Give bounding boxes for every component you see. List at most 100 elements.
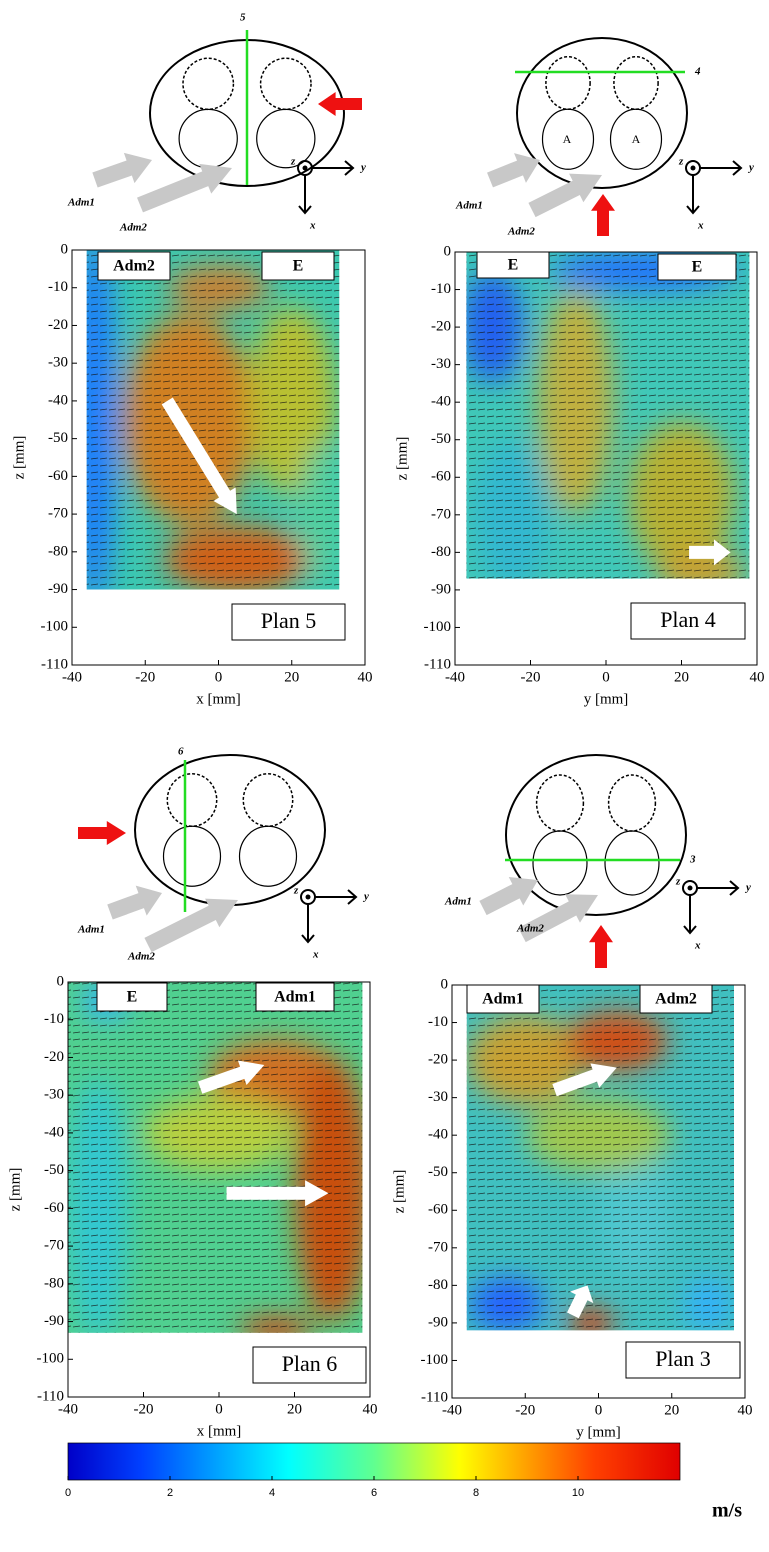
valve-label: A	[563, 132, 572, 146]
y-tick-label: -40	[431, 394, 451, 410]
y-tick-label: -80	[431, 544, 451, 560]
y-tick-label: -90	[428, 1314, 448, 1330]
y-tick-label: -40	[428, 1127, 448, 1143]
y-tick-label: -100	[37, 1351, 65, 1367]
x-tick-label: -40	[442, 1402, 462, 1418]
colorbar	[67, 1442, 681, 1481]
label-box	[261, 251, 335, 281]
intake-arrow	[137, 163, 232, 213]
y-tick-label: -110	[37, 1388, 64, 1404]
engine-section	[134, 754, 326, 906]
y-axis-label: z [mm]	[391, 1170, 407, 1214]
field-label: E	[508, 257, 519, 274]
field-label: Adm2	[113, 258, 155, 275]
y-tick-label: -90	[44, 1313, 64, 1329]
axis-y-label: y	[747, 162, 754, 174]
y-tick-label: -90	[48, 581, 68, 597]
velocity-field	[68, 982, 363, 1333]
x-tick-label: -40	[58, 1401, 78, 1417]
label-box	[97, 251, 171, 281]
x-tick-label: 20	[674, 669, 689, 685]
axis-z-label: z	[678, 156, 684, 168]
y-tick-label: -60	[431, 469, 451, 485]
velocity-field	[466, 252, 750, 579]
axis-x	[683, 895, 697, 935]
axis-y-label: y	[362, 891, 369, 903]
axis-y	[700, 160, 743, 176]
intake-label: Adm1	[444, 896, 472, 908]
exhaust-valve	[242, 773, 294, 827]
flow-arrow	[552, 1063, 617, 1097]
x-tick-label: 40	[750, 669, 765, 685]
plan-box	[630, 602, 746, 640]
exhaust-valve	[182, 57, 235, 111]
y-tick-label: -60	[428, 1202, 448, 1218]
intake-arrow	[107, 885, 162, 920]
y-tick-label: -90	[431, 581, 451, 597]
x-axis-label: y [mm]	[584, 691, 629, 707]
y-axis-label: z [mm]	[11, 436, 27, 480]
plan-label: Plan 6	[282, 1351, 338, 1376]
axis-x-label: x	[312, 949, 319, 961]
axis-dot	[305, 894, 311, 900]
y-tick-label: -110	[424, 656, 451, 672]
y-tick-label: -20	[428, 1052, 448, 1068]
y-tick-label: -70	[44, 1238, 64, 1254]
y-tick-label: -100	[424, 619, 452, 635]
y-tick-label: -20	[44, 1049, 64, 1065]
y-tick-label: -10	[48, 279, 68, 295]
intake-label: Adm1	[67, 197, 95, 209]
x-tick-label: 20	[664, 1402, 679, 1418]
x-tick-label: 0	[215, 1401, 223, 1417]
x-tick-label: -20	[134, 1401, 154, 1417]
axis-z-label: z	[293, 885, 299, 897]
field-label: E	[692, 259, 703, 276]
y-tick-label: -100	[41, 619, 69, 635]
y-tick-label: -40	[44, 1124, 64, 1140]
flow-arrow	[161, 397, 237, 515]
intake-arrow	[92, 152, 152, 188]
plan-label: Plan 3	[655, 1346, 711, 1371]
y-tick-label: -70	[431, 506, 451, 522]
y-tick-label: -10	[44, 1011, 64, 1027]
y-tick-label: 0	[441, 976, 449, 992]
colorbar-tick-label: 10	[572, 1487, 584, 1499]
label-box	[476, 251, 550, 279]
colorbar-unit: m/s	[712, 1500, 742, 1522]
exhaust-valve	[613, 56, 659, 110]
x-tick-label: 0	[602, 669, 610, 685]
colorbar-tick-label: 2	[167, 1487, 173, 1499]
axis-x-label: x	[694, 940, 701, 952]
colorbar-tick-label: 6	[371, 1487, 377, 1499]
vectors	[86, 250, 340, 590]
axis-x	[298, 175, 312, 215]
velocity-field	[466, 985, 735, 1331]
x-axis-label: x [mm]	[197, 1423, 242, 1439]
intake-valve	[541, 108, 595, 170]
axis-y-label: y	[359, 162, 366, 174]
intake-arrow	[479, 876, 538, 916]
y-tick-label: 0	[57, 973, 65, 989]
y-tick-label: -110	[41, 656, 68, 672]
flow-arrow	[197, 1060, 265, 1094]
y-tick-label: -50	[48, 430, 68, 446]
intake-label: Adm1	[455, 200, 483, 212]
y-tick-label: -80	[44, 1275, 64, 1291]
x-tick-label: 0	[595, 1402, 603, 1418]
x-tick-label: 40	[358, 669, 373, 685]
x-tick-label: 0	[215, 669, 223, 685]
y-tick-label: -30	[428, 1089, 448, 1105]
label-box	[255, 982, 335, 1012]
colorbar-tick-label: 0	[65, 1487, 71, 1499]
y-tick-label: -30	[431, 356, 451, 372]
x-tick-label: -20	[521, 669, 541, 685]
x-tick-label: -40	[445, 669, 465, 685]
flow-arrow	[689, 539, 731, 566]
intake-valve	[604, 830, 660, 896]
axis-y	[315, 889, 358, 905]
intake-label: Adm2	[119, 222, 147, 234]
axis-y	[312, 160, 355, 176]
intake-label: Adm2	[507, 226, 535, 238]
intake-valve	[238, 825, 298, 887]
